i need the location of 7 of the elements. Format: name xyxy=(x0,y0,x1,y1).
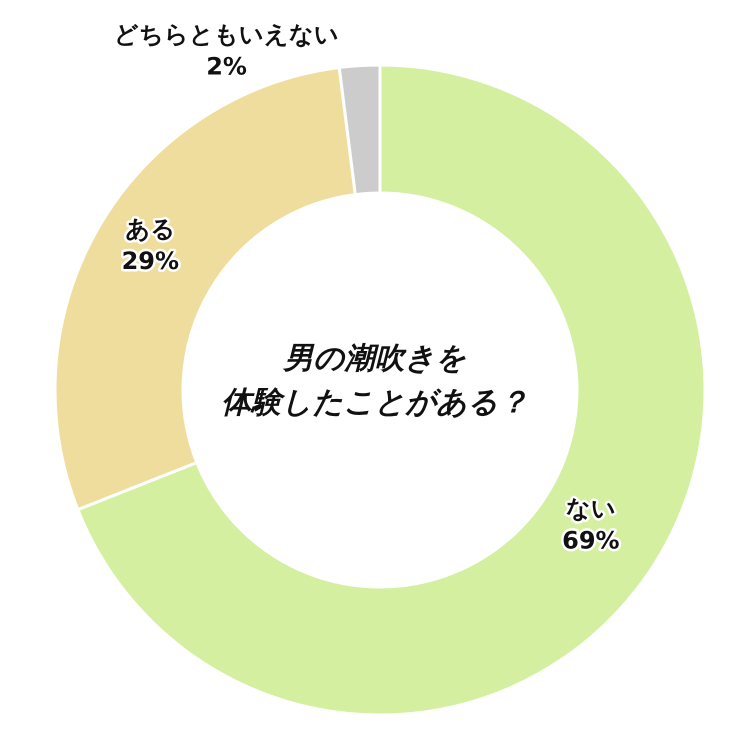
data-label: 2% xyxy=(206,52,247,81)
slice-label: ある xyxy=(125,215,176,244)
data-label: 29% xyxy=(122,247,180,276)
text: 男の潮吹きを体験したことがある？ xyxy=(222,341,528,420)
slice-label: どちらともいえない xyxy=(114,20,340,49)
data-label: 69% xyxy=(562,526,620,555)
slice-label: ない xyxy=(566,494,616,523)
